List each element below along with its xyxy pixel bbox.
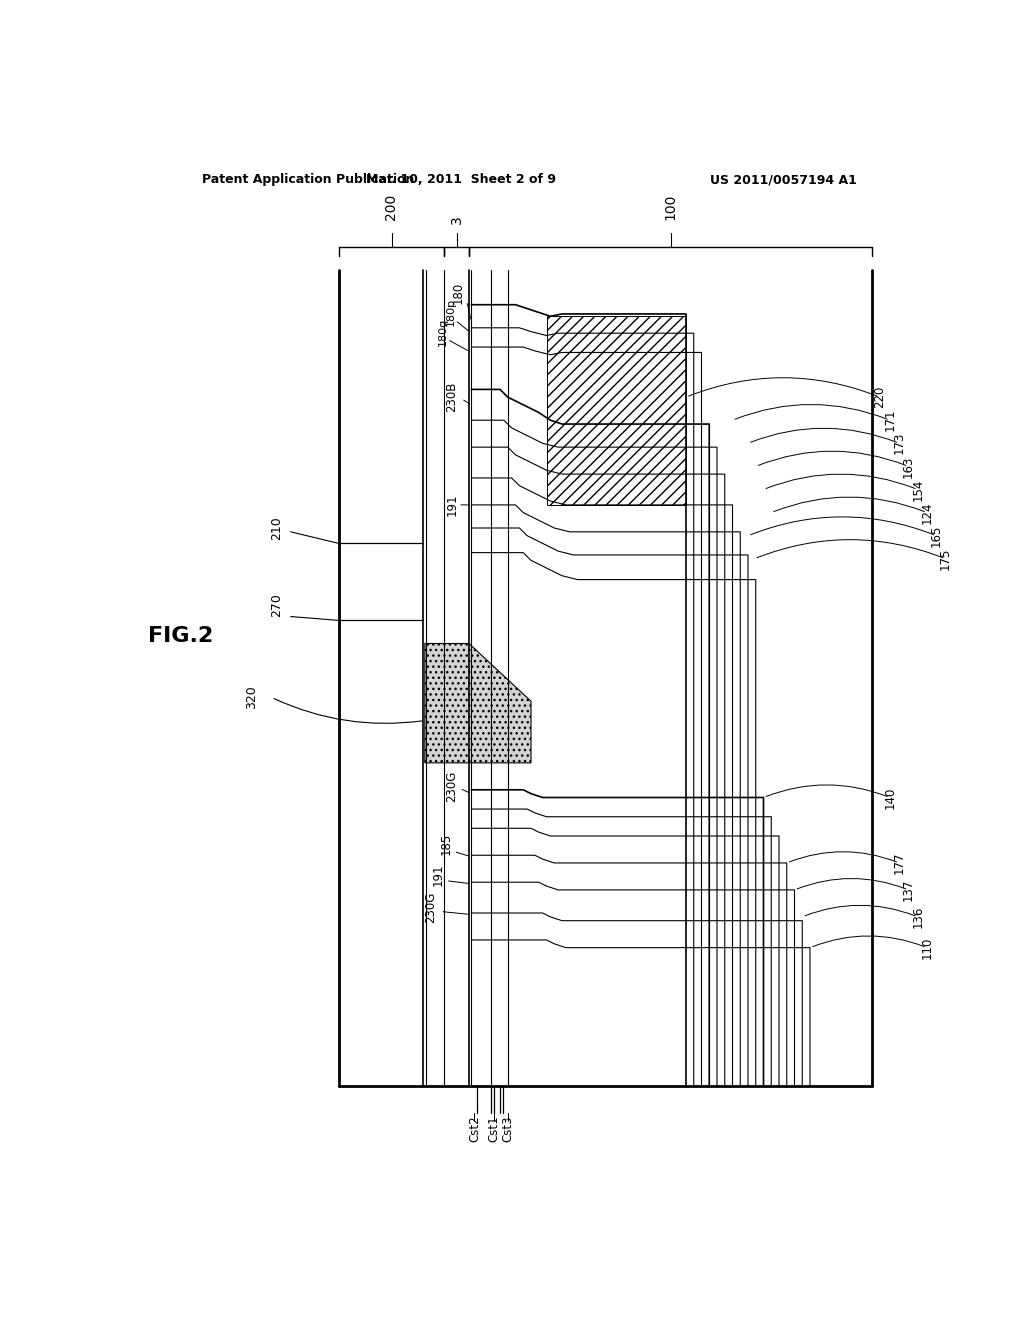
Text: 137: 137 bbox=[902, 879, 914, 902]
Text: 171: 171 bbox=[884, 409, 896, 432]
Text: 154: 154 bbox=[911, 478, 925, 500]
Text: US 2011/0057194 A1: US 2011/0057194 A1 bbox=[710, 173, 856, 186]
Polygon shape bbox=[425, 644, 531, 763]
Text: 200: 200 bbox=[384, 194, 398, 220]
Text: 163: 163 bbox=[902, 455, 914, 478]
Text: FIG.2: FIG.2 bbox=[148, 626, 213, 645]
Text: Patent Application Publication: Patent Application Publication bbox=[202, 173, 414, 186]
Text: 270: 270 bbox=[270, 593, 284, 616]
Polygon shape bbox=[547, 317, 686, 506]
Text: Cst1: Cst1 bbox=[487, 1115, 501, 1142]
Text: 136: 136 bbox=[911, 906, 925, 928]
Text: 220: 220 bbox=[873, 385, 886, 408]
Text: Cst2: Cst2 bbox=[468, 1115, 481, 1142]
Text: Mar. 10, 2011  Sheet 2 of 9: Mar. 10, 2011 Sheet 2 of 9 bbox=[367, 173, 556, 186]
Text: 210: 210 bbox=[270, 516, 284, 540]
Text: 185: 185 bbox=[439, 833, 453, 855]
Text: 230G: 230G bbox=[445, 771, 459, 801]
Text: 230B: 230B bbox=[445, 381, 459, 412]
Text: 191: 191 bbox=[445, 494, 459, 516]
Text: 175: 175 bbox=[939, 548, 952, 570]
Text: 320: 320 bbox=[246, 685, 258, 709]
Text: 180q: 180q bbox=[437, 318, 447, 346]
Text: Cst3: Cst3 bbox=[502, 1115, 514, 1142]
Text: 180p: 180p bbox=[445, 298, 456, 326]
Text: 177: 177 bbox=[893, 851, 905, 874]
Text: 165: 165 bbox=[930, 524, 943, 546]
Text: 110: 110 bbox=[921, 936, 934, 958]
Text: 100: 100 bbox=[664, 194, 678, 220]
Text: 191: 191 bbox=[431, 863, 444, 886]
Text: 3: 3 bbox=[450, 215, 464, 224]
Text: 180: 180 bbox=[452, 282, 465, 305]
Text: 124: 124 bbox=[921, 502, 934, 524]
Text: 140: 140 bbox=[884, 787, 896, 809]
Text: 173: 173 bbox=[893, 432, 905, 454]
Text: 230G: 230G bbox=[424, 891, 437, 923]
